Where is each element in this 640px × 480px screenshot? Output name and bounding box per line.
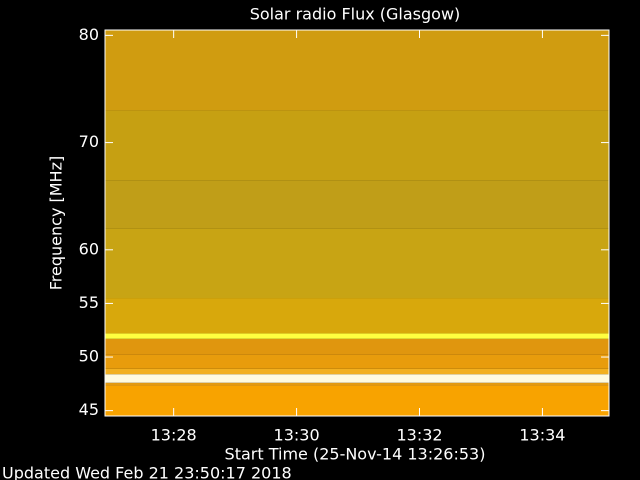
spectrum-band	[105, 354, 609, 369]
x-tick-label: 13:32	[396, 426, 442, 445]
y-tick-label: 45	[79, 400, 99, 419]
spectrum-band	[105, 368, 609, 375]
spectrum-band	[105, 374, 609, 383]
spectrum-band	[105, 385, 609, 416]
spectrum-band	[105, 338, 609, 355]
y-tick-label: 55	[79, 293, 99, 312]
y-tick-label: 80	[79, 25, 99, 44]
spectrum-band	[105, 30, 609, 111]
spectrum-band	[105, 298, 609, 334]
y-tick-label: 50	[79, 347, 99, 366]
x-tick-label: 13:28	[151, 426, 197, 445]
plot-frame	[104, 29, 610, 417]
x-tick-label: 13:30	[274, 426, 320, 445]
x-tick-label: 13:34	[519, 426, 565, 445]
spectrum-band	[105, 228, 609, 299]
x-axis-label: Start Time (25-Nov-14 13:26:53)	[225, 445, 486, 464]
spectrum-band	[105, 180, 609, 229]
spectrum-band	[105, 333, 609, 339]
chart-title: Solar radio Flux (Glasgow)	[250, 5, 461, 24]
spectrum-band	[105, 382, 609, 386]
spectrum-band	[105, 110, 609, 181]
y-axis-label: Frequency [MHz]	[47, 156, 66, 290]
y-tick-label: 70	[79, 132, 99, 151]
footer: Updated Wed Feb 21 23:50:17 2018	[2, 464, 292, 480]
y-tick-label: 60	[79, 239, 99, 258]
